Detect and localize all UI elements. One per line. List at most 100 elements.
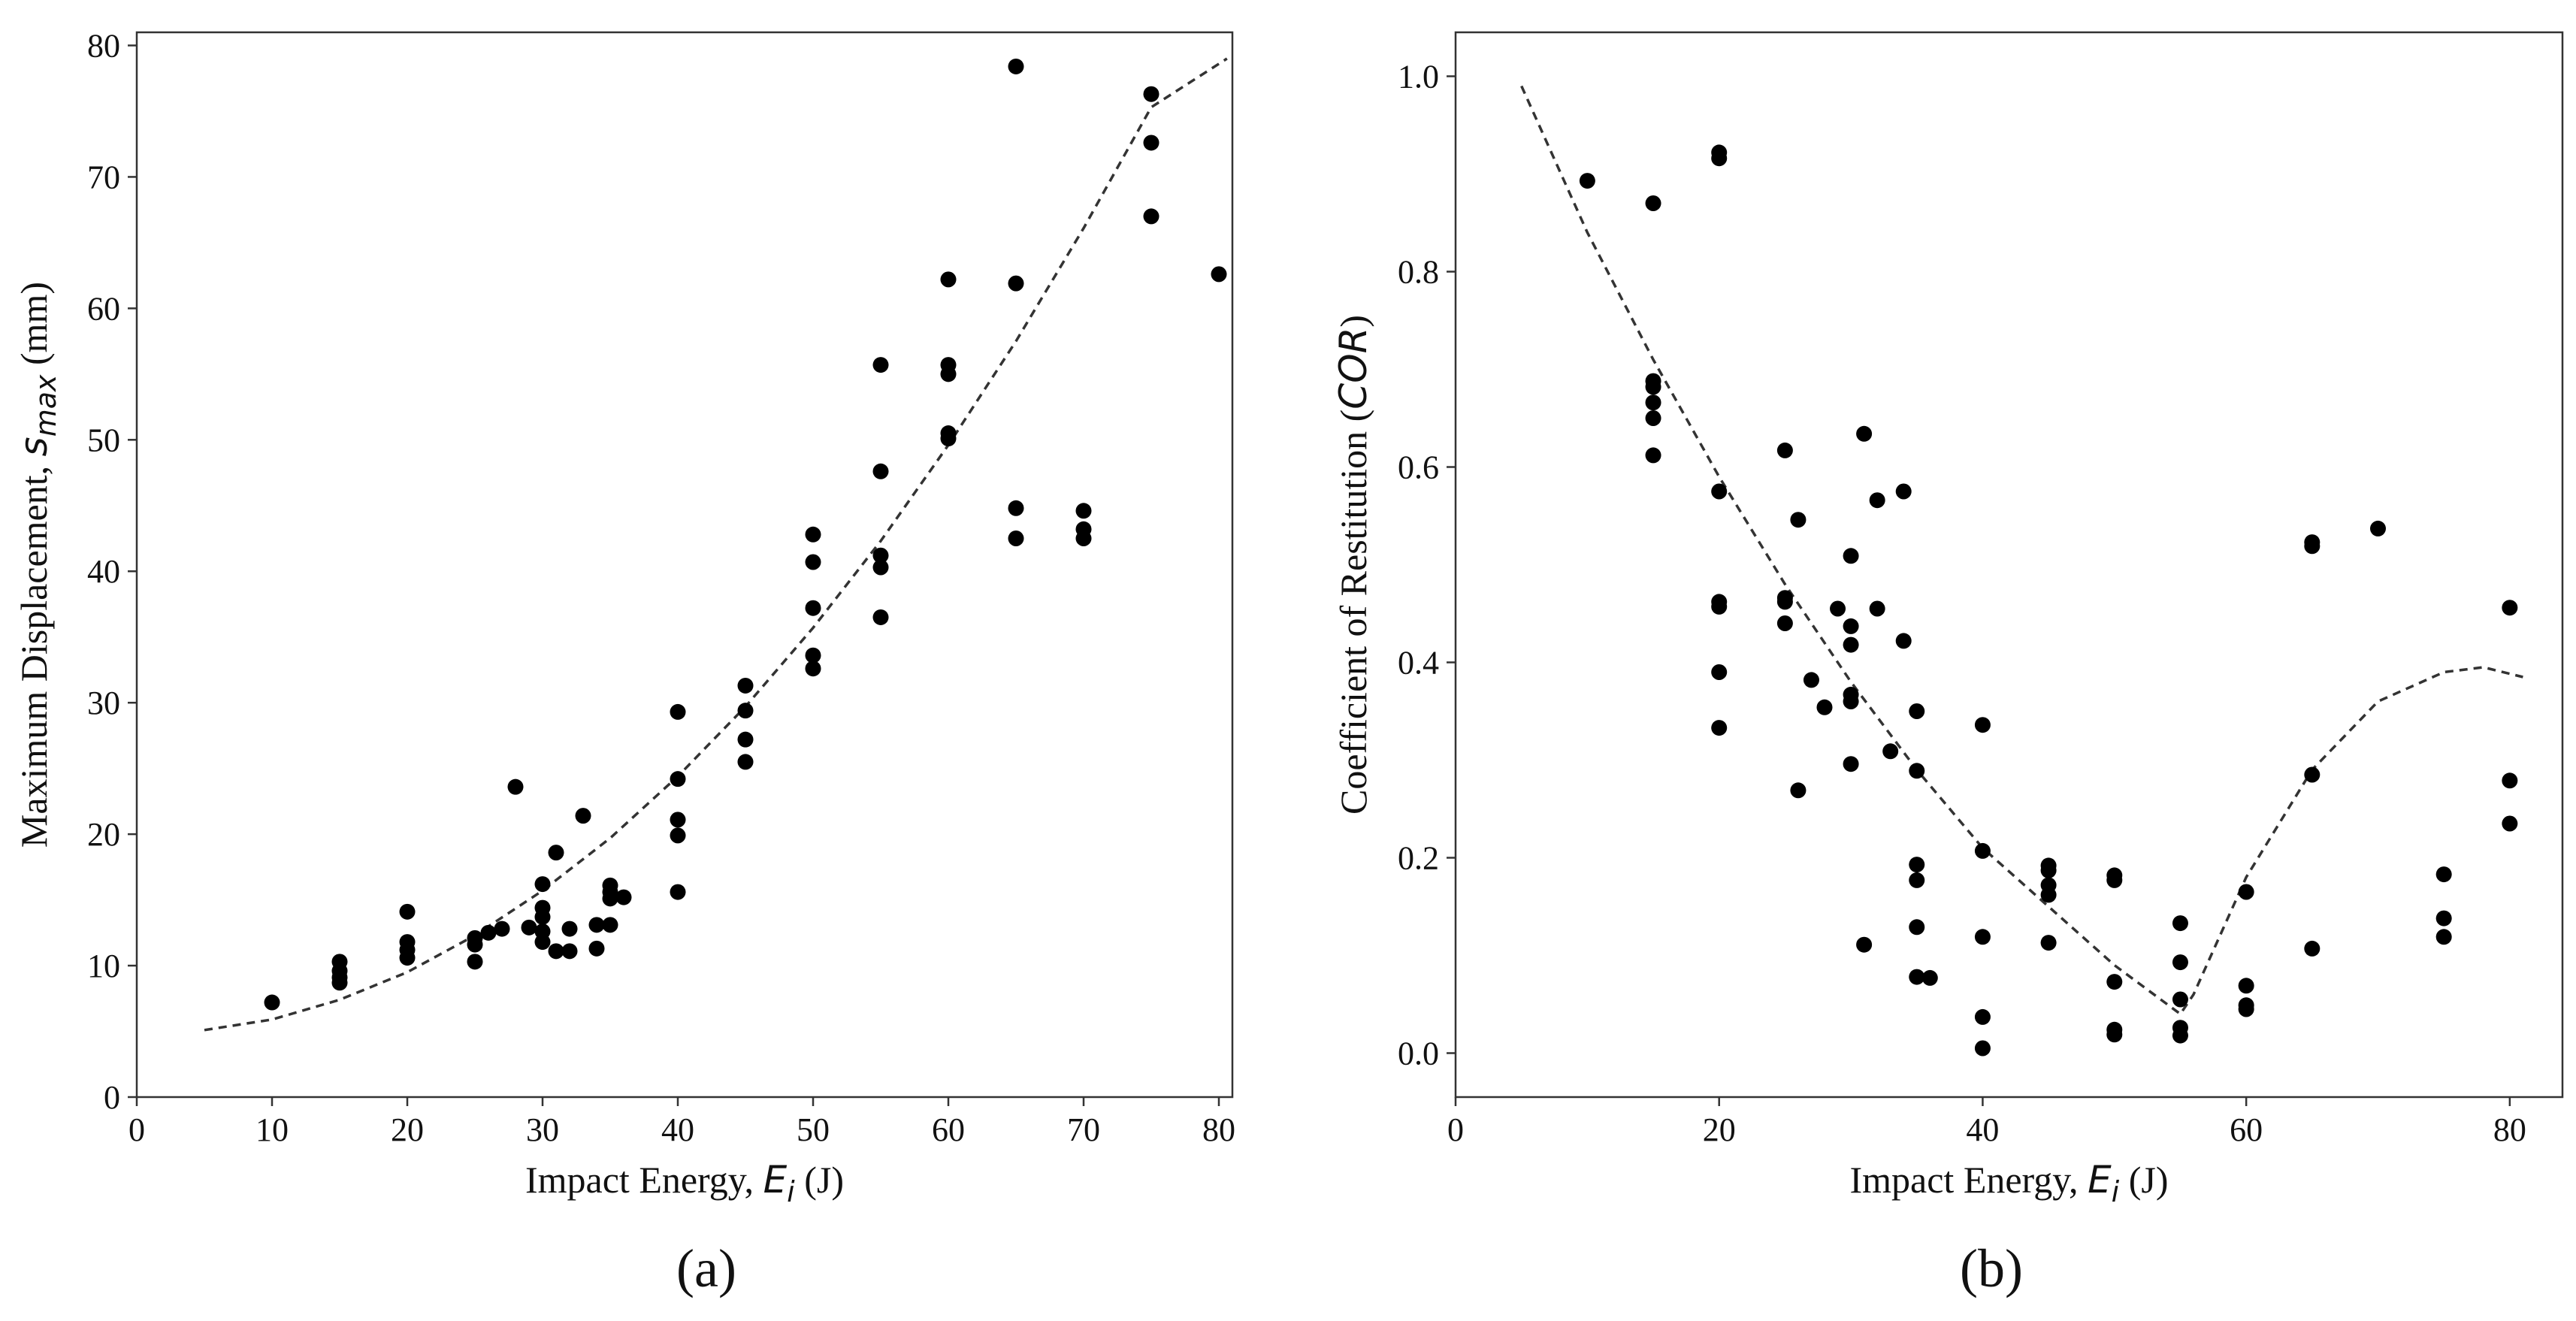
data-point xyxy=(1790,782,1807,799)
data-point xyxy=(2435,929,2452,945)
data-point xyxy=(1921,969,1938,986)
data-point xyxy=(2040,935,2057,951)
data-point xyxy=(2502,600,2518,616)
axis-label-text: Impact Energy, xyxy=(525,1159,763,1201)
axis-label-unit: ) xyxy=(1332,315,1374,328)
y-tick-label: 30 xyxy=(87,685,120,721)
data-point xyxy=(1008,58,1024,74)
data-point xyxy=(615,889,632,905)
x-tick-label: 50 xyxy=(797,1111,830,1148)
data-point xyxy=(1776,442,1793,458)
data-point xyxy=(507,778,524,795)
data-point xyxy=(737,677,754,694)
data-point xyxy=(2304,766,2321,783)
data-point xyxy=(1711,483,1728,500)
data-point xyxy=(1843,756,1859,772)
data-point xyxy=(805,600,821,616)
data-point xyxy=(1143,208,1160,225)
data-point xyxy=(1776,594,1793,610)
data-point xyxy=(1008,531,1024,547)
data-point xyxy=(1645,410,1661,426)
data-point xyxy=(1579,173,1595,189)
axis-label-subscript: max xyxy=(29,374,62,437)
data-point xyxy=(561,943,578,960)
data-point xyxy=(548,845,564,861)
y-tick-label: 0.8 xyxy=(1398,254,1439,291)
x-tick-label: 60 xyxy=(932,1111,965,1148)
data-point xyxy=(548,943,564,960)
data-point xyxy=(2238,978,2254,994)
x-tick-label: 60 xyxy=(2230,1111,2263,1148)
data-point xyxy=(1974,717,1991,733)
data-point xyxy=(588,940,605,957)
data-point xyxy=(805,526,821,543)
data-point xyxy=(1008,500,1024,516)
data-point xyxy=(2238,1001,2254,1017)
data-point xyxy=(575,808,591,824)
data-point xyxy=(940,271,957,288)
data-point xyxy=(1645,195,1661,211)
y-tick-label: 1.0 xyxy=(1398,59,1439,95)
axis-label-text: Impact Energy, xyxy=(1850,1159,2088,1201)
y-tick-label: 20 xyxy=(87,816,120,853)
data-point xyxy=(2040,862,2057,878)
data-point xyxy=(872,547,889,564)
data-point xyxy=(2435,866,2452,883)
x-tick-label: 30 xyxy=(526,1111,559,1148)
data-point xyxy=(1909,763,1925,779)
y-tick-label: 0.6 xyxy=(1398,449,1439,486)
y-tick-label: 40 xyxy=(87,553,120,590)
data-point xyxy=(1974,1008,1991,1025)
data-point xyxy=(534,934,551,951)
axis-label-variable: E xyxy=(763,1158,788,1202)
x-axis-label: Impact Energy, Ei (J) xyxy=(525,1158,844,1208)
data-point xyxy=(1974,842,1991,859)
data-point xyxy=(1909,919,1925,936)
data-point xyxy=(1711,720,1728,736)
panel-label: (a) xyxy=(676,1238,736,1298)
axis-label-variable: s xyxy=(12,437,56,456)
y-tick-label: 60 xyxy=(87,290,120,327)
data-point xyxy=(1803,672,1819,688)
data-point xyxy=(2238,884,2254,900)
data-point xyxy=(1711,664,1728,680)
data-point xyxy=(399,903,416,920)
data-point xyxy=(1776,615,1793,631)
data-point xyxy=(1974,929,1991,945)
plot-frame xyxy=(135,31,1234,1099)
data-point xyxy=(2304,538,2321,555)
data-point xyxy=(1645,394,1661,411)
data-point xyxy=(670,827,686,844)
y-tick-label: 0.4 xyxy=(1398,645,1439,682)
data-point xyxy=(588,917,605,933)
data-point xyxy=(805,647,821,664)
data-point xyxy=(1830,600,1846,617)
data-point xyxy=(2172,915,2188,932)
data-point xyxy=(1843,548,1859,564)
y-tick-label: 0.0 xyxy=(1398,1035,1439,1072)
data-point xyxy=(1711,598,1728,615)
data-point xyxy=(561,920,578,937)
data-point xyxy=(399,950,416,966)
data-point xyxy=(2502,772,2518,789)
x-tick-label: 10 xyxy=(255,1111,289,1148)
data-point xyxy=(1843,618,1859,634)
data-point xyxy=(1869,492,1885,509)
axis-label-text: Maximum Displacement, xyxy=(13,456,55,848)
x-tick-label: 20 xyxy=(391,1111,424,1148)
data-point xyxy=(467,936,483,953)
data-point xyxy=(1711,150,1728,167)
y-tick-label: 10 xyxy=(87,948,120,984)
data-point xyxy=(872,463,889,479)
data-point xyxy=(534,876,551,893)
data-point xyxy=(670,771,686,787)
data-point xyxy=(2304,940,2321,957)
axis-label-subscript: i xyxy=(787,1175,795,1208)
data-point xyxy=(1856,936,1873,953)
x-tick-label: 0 xyxy=(1447,1111,1464,1148)
data-point xyxy=(940,366,957,382)
y-tick-label: 0.2 xyxy=(1398,840,1439,877)
axis-label-unit: (J) xyxy=(795,1159,844,1201)
x-tick-label: 70 xyxy=(1067,1111,1100,1148)
